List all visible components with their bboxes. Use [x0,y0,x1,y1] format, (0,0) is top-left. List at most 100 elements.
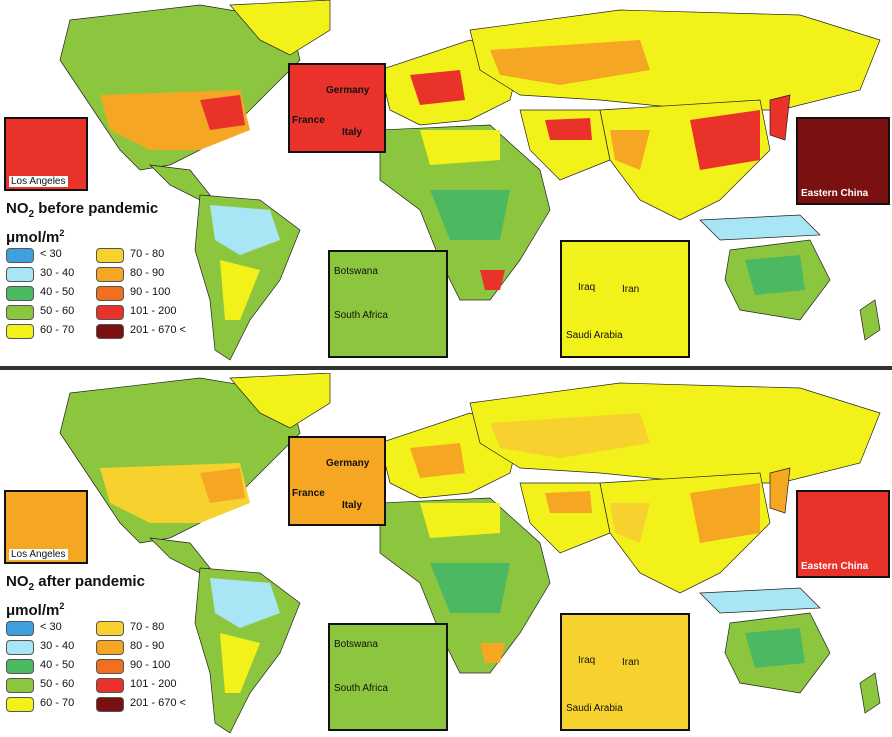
inset-middle-east: Iraq Iran Saudi Arabia [560,613,690,731]
inset-label-south-africa: South Africa [334,310,388,321]
inset-label-iraq: Iraq [578,282,596,293]
middle-east-hotspot [545,118,592,140]
inset-los-angeles: Los Angeles [4,117,88,191]
legend-swatch [6,678,34,693]
usa-east-hotspot [200,468,245,503]
central-africa [430,563,510,613]
legend-label: 101 - 200 [130,305,177,317]
legend-label: 70 - 80 [130,621,165,633]
china-hotspot [690,483,760,543]
legend-swatch [6,659,34,674]
inset-south-africa: Botswana South Africa [328,623,448,731]
indonesia [699,587,821,614]
inset-eastern-china: Eastern China [796,117,890,205]
legend-label: 201 - 670 < [130,324,186,336]
middle-east-hotspot [545,491,592,513]
india-hotspot [610,130,650,170]
south-africa-hotspot [480,270,505,290]
legend-swatch [96,621,124,636]
india-hotspot [610,503,650,543]
inset-label-los-angeles: Los Angeles [9,549,68,560]
inset-label-italy: Italy [342,500,363,511]
inset-label-botswana: Botswana [334,266,378,277]
panel-divider [0,366,892,370]
legend-label: 40 - 50 [40,286,75,298]
greenland [229,0,331,56]
legend-swatch [96,640,124,655]
inset-eastern-china: Eastern China [796,490,890,578]
legend-swatch [6,640,34,655]
amazon [210,205,280,255]
inset-label-eastern-china: Eastern China [801,188,869,199]
inset-label-saudi-arabia: Saudi Arabia [566,703,623,714]
map-panel-before: NO2 before pandemic μmol/m2 < 30 30 - 40 4… [0,0,892,364]
legend-label: 101 - 200 [130,678,177,690]
world-map-after [59,373,881,734]
south-america-south [220,633,260,693]
legend-swatch [96,286,124,301]
new-zealand [859,672,881,714]
inset-label-iraq: Iraq [578,655,596,666]
indonesia [699,214,821,241]
world-map-before [59,0,881,361]
legend-label: 30 - 40 [40,267,75,279]
legend-swatch [6,621,34,636]
legend-label: 90 - 100 [130,286,171,298]
legend-swatch [96,248,124,263]
legend-swatch [6,324,34,339]
japan [769,94,791,141]
russia-west-emissions [490,413,650,458]
legend-label: 60 - 70 [40,697,75,709]
legend-after: NO2 after pandemic μmol/m2 < 30 30 - 40 40… [6,573,206,712]
legend-swatch [6,286,34,301]
greenland [229,373,331,429]
inset-europe: Germany France Italy [288,436,386,526]
north-africa [420,503,500,538]
legend-label: < 30 [40,248,62,260]
legend-label: < 30 [40,621,62,633]
inset-south-africa: Botswana South Africa [328,250,448,358]
legend-label: 80 - 90 [130,267,165,279]
inset-middle-east: Iraq Iran Saudi Arabia [560,240,690,358]
central-africa [430,190,510,240]
australia-interior [745,628,805,668]
europe-hotspot [410,70,465,105]
inset-label-eastern-china: Eastern China [801,561,869,572]
legend-swatch [6,305,34,320]
china-hotspot [690,110,760,170]
inset-label-iran: Iran [622,657,640,668]
legend-title-after: NO2 after pandemic μmol/m2 [6,573,145,619]
inset-label-botswana: Botswana [334,639,378,650]
legend-label: 201 - 670 < [130,697,186,709]
legend-swatch [96,324,124,339]
inset-label-germany: Germany [326,85,370,96]
legend-label: 60 - 70 [40,324,75,336]
legend-label: 50 - 60 [40,678,75,690]
legend-swatch [6,267,34,282]
new-zealand [859,299,881,341]
inset-label-iran: Iran [622,284,640,295]
legend-label: 70 - 80 [130,248,165,260]
legend-swatch [96,697,124,712]
usa-east-hotspot [200,95,245,130]
legend-label: 40 - 50 [40,659,75,671]
europe-hotspot [410,443,465,478]
south-america-south [220,260,260,320]
legend-label: 50 - 60 [40,305,75,317]
australia-interior [745,255,805,295]
legend-swatch [96,678,124,693]
inset-europe: Germany France Italy [288,63,386,153]
legend-swatch [6,248,34,263]
legend-before: NO2 before pandemic μmol/m2 < 30 30 - 40 4… [6,200,206,339]
legend-label: 90 - 100 [130,659,171,671]
amazon [210,578,280,628]
legend-swatch [96,267,124,282]
north-africa [420,130,500,165]
russia-west-emissions [490,40,650,85]
legend-label: 30 - 40 [40,640,75,652]
legend-title-before: NO2 before pandemic μmol/m2 [6,200,159,246]
inset-label-italy: Italy [342,127,363,138]
inset-label-los-angeles: Los Angeles [9,176,68,187]
map-panel-after: NO2 after pandemic μmol/m2 < 30 30 - 40 40… [0,373,892,737]
legend-label: 80 - 90 [130,640,165,652]
